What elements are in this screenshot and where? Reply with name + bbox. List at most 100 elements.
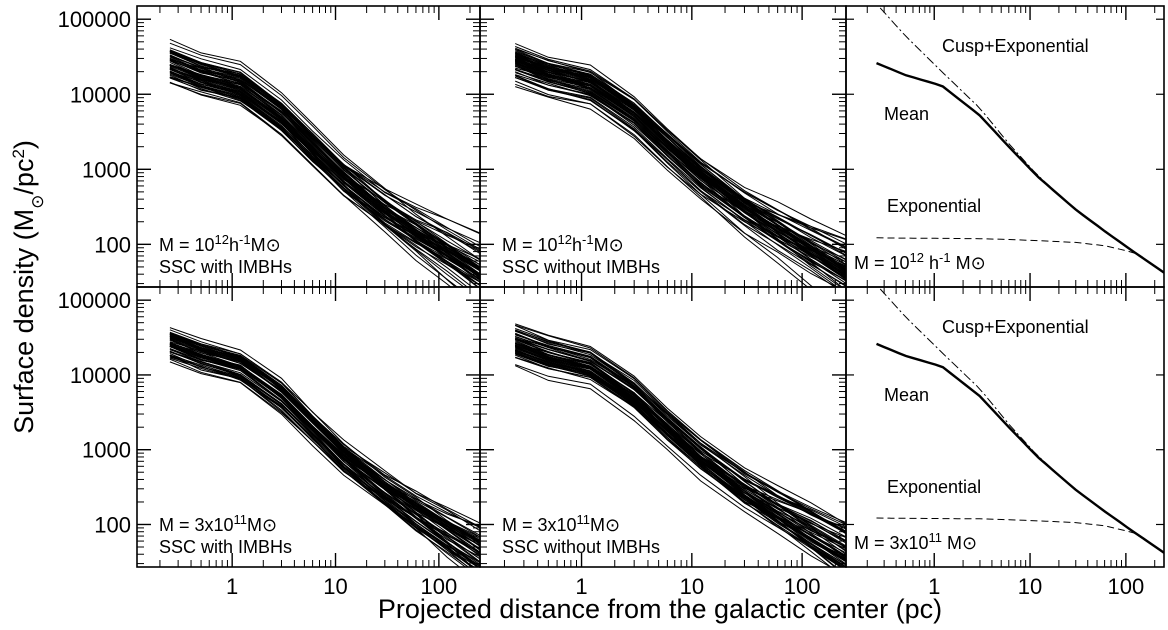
ensemble-profile-line bbox=[169, 356, 467, 567]
x-tick-label: 1 bbox=[575, 574, 587, 599]
ensemble-profile-line bbox=[515, 61, 846, 277]
ensemble-profile-line bbox=[515, 63, 846, 240]
ensemble-profile-line bbox=[514, 56, 846, 241]
x-tick-label: 1 bbox=[226, 574, 238, 599]
ensemble-profile-line bbox=[515, 49, 846, 248]
panel-r1-c2: Cusp+Exponential Mean Exponential M = 3x101… bbox=[845, 286, 1165, 599]
ensemble-profile-line bbox=[515, 74, 846, 282]
ensemble-profile-line bbox=[169, 351, 461, 567]
ensemble-profile-line bbox=[169, 350, 480, 567]
panel-r0-c1: M = 1012h-1M⊙SSC without IMBHs bbox=[479, 5, 847, 288]
ensemble-profile-line bbox=[515, 61, 846, 260]
plot-area bbox=[514, 323, 846, 567]
model-label: SSC without IMBHs bbox=[502, 537, 660, 557]
ensemble-profile-line bbox=[169, 66, 480, 286]
ensemble-profile-line bbox=[515, 54, 846, 270]
ensemble-profile-line bbox=[169, 82, 480, 286]
ensemble-profile-line bbox=[515, 332, 846, 557]
exponential-line bbox=[876, 517, 1164, 554]
y-tick-label: 100000 bbox=[58, 7, 131, 32]
ensemble-profile-line bbox=[515, 330, 846, 524]
mean-profile-line bbox=[876, 61, 1164, 274]
panel-r1-c0: M = 3x1011M⊙SSC with IMBHs 100 1000 10000 10… bbox=[58, 286, 481, 599]
model-label: SSC with IMBHs bbox=[159, 537, 292, 557]
ensemble-profile-line bbox=[515, 86, 838, 287]
ensemble-profile-line bbox=[169, 51, 480, 270]
y-tick-label: 1000 bbox=[82, 157, 131, 182]
ensemble-profile-line bbox=[169, 346, 479, 567]
ensemble-profile-line bbox=[515, 348, 845, 567]
mass-label: M = 1012h-1M⊙ bbox=[502, 232, 624, 256]
ensemble-profile-line bbox=[515, 43, 846, 236]
exponential-label: Exponential bbox=[887, 196, 981, 216]
ensemble-profile-line bbox=[515, 335, 846, 532]
ensemble-profile-line bbox=[515, 54, 846, 256]
ensemble-profile-line bbox=[515, 329, 846, 525]
ensemble-profile-line bbox=[514, 325, 846, 535]
ensemble-profile-line bbox=[169, 338, 480, 557]
mass-label: M = 3x1011 M⊙ bbox=[854, 530, 977, 554]
cusp-exponential-label: Cusp+Exponential bbox=[942, 36, 1089, 56]
ensemble-profile-line bbox=[169, 72, 457, 287]
ensemble-profile-line bbox=[169, 82, 480, 280]
ensemble-profile-line bbox=[169, 42, 480, 250]
exponential-line bbox=[876, 237, 1164, 274]
cusp-exponential-label: Cusp+Exponential bbox=[942, 317, 1089, 337]
y-tick-label: 100 bbox=[94, 512, 131, 537]
ensemble-profile-line bbox=[515, 323, 846, 525]
ensemble-profile-line bbox=[169, 49, 480, 234]
mean-label: Mean bbox=[884, 104, 929, 124]
ensemble-profile-line bbox=[169, 72, 480, 272]
ensemble-profile-line bbox=[169, 336, 480, 538]
plot-area bbox=[514, 43, 846, 287]
cusp-exponential-line bbox=[877, 287, 1164, 554]
mean-profile-line bbox=[876, 342, 1164, 554]
ensemble-profile-line bbox=[514, 365, 832, 567]
exponential-label: Exponential bbox=[887, 477, 981, 497]
y-tick-label: 1000 bbox=[82, 438, 131, 463]
x-axis-title: Projected distance from the galactic cen… bbox=[378, 594, 942, 624]
ensemble-profile-line bbox=[169, 47, 480, 248]
plot-area bbox=[876, 287, 1164, 554]
panel-r0-c0: M = 1012h-1M⊙SSC with IMBHs 100 1000 10000 1… bbox=[58, 5, 481, 288]
ensemble-profile-line bbox=[515, 83, 809, 287]
x-tick-label: 100 bbox=[784, 574, 821, 599]
x-tick-label: 10 bbox=[1018, 574, 1042, 599]
y-tick-label: 10000 bbox=[70, 363, 131, 388]
ensemble-profile-line bbox=[169, 332, 480, 529]
ensemble-profile-line bbox=[169, 58, 480, 270]
ensemble-profile-line bbox=[169, 361, 479, 567]
x-tick-label: 10 bbox=[323, 574, 347, 599]
x-tick-label: 1 bbox=[928, 574, 940, 599]
plot-area bbox=[876, 6, 1164, 274]
plot-area bbox=[169, 38, 480, 287]
ensemble-profile-line bbox=[169, 356, 469, 567]
panel-r1-c1: M = 3x1011M⊙SSC without IMBHs 1 10 100 bbox=[479, 286, 847, 599]
ensemble-profile-line bbox=[169, 327, 480, 532]
ensemble-profile-line bbox=[515, 364, 843, 567]
y-tick-label: 10000 bbox=[70, 82, 131, 107]
ensemble-profile-line bbox=[515, 346, 846, 561]
ensemble-profile-line bbox=[515, 340, 846, 542]
y-axis-title: Surface density (M⊙/pc2) bbox=[9, 140, 47, 434]
ensemble-profile-line bbox=[169, 345, 480, 544]
model-label: SSC with IMBHs bbox=[159, 257, 292, 277]
ensemble-profile-line bbox=[515, 342, 846, 548]
ensemble-profile-line bbox=[515, 56, 846, 271]
panel-r0-c2: Cusp+Exponential Mean Exponential M = 1012 … bbox=[845, 5, 1165, 288]
ensemble-profile-line bbox=[515, 69, 846, 275]
ensemble-profile-line bbox=[169, 56, 480, 271]
ensemble-profile-line bbox=[515, 65, 846, 280]
ensemble-profile-line bbox=[515, 349, 846, 538]
y-tick-label: 100000 bbox=[58, 288, 131, 313]
y-tick-label: 100 bbox=[94, 232, 131, 257]
cusp-exponential-line bbox=[877, 6, 1164, 274]
mean-label: Mean bbox=[884, 385, 929, 405]
ensemble-profile-line bbox=[169, 345, 480, 550]
ensemble-profile-line bbox=[169, 61, 480, 281]
mass-label: M = 1012h-1M⊙ bbox=[159, 232, 281, 256]
plot-area bbox=[169, 327, 480, 567]
x-tick-label: 100 bbox=[421, 574, 458, 599]
x-tick-label: 10 bbox=[680, 574, 704, 599]
